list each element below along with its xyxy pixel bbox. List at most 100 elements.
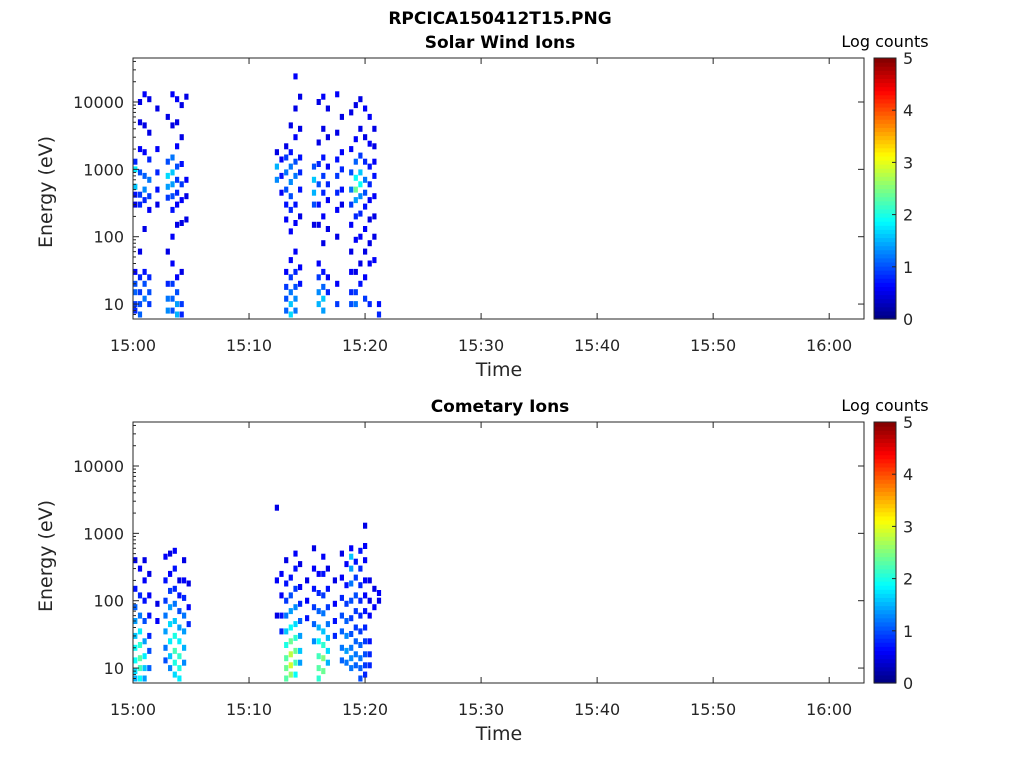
spectrogram-cell: [358, 665, 363, 672]
spectrogram-cell: [288, 122, 293, 129]
solar-wind-colorbar-label: Log counts: [841, 32, 928, 51]
spectrogram-cell: [305, 615, 310, 622]
spectrogram-cell: [358, 675, 363, 682]
colorbar-segment: [874, 621, 896, 627]
colorbar-segment: [874, 666, 896, 672]
spectrogram-cell: [137, 655, 143, 662]
spectrogram-cell: [293, 565, 298, 572]
colorbar-segment: [874, 237, 896, 243]
spectrogram-cell: [367, 140, 372, 147]
spectrogram-cell: [358, 193, 363, 200]
colorbar-tick-label: 3: [903, 153, 913, 172]
colorbar-segment: [874, 135, 896, 141]
spectrogram-cell: [353, 651, 358, 658]
spectrogram-cell: [170, 122, 175, 129]
colorbar-segment: [874, 196, 896, 202]
spectrogram-cell: [163, 553, 168, 560]
spectrogram-cell: [288, 274, 293, 281]
spectrogram-cell: [358, 169, 363, 176]
cometary-spectrogram: [133, 504, 382, 682]
x-tick-label: 15:00: [110, 700, 156, 719]
spectrogram-cell: [358, 210, 363, 217]
spectrogram-cell: [311, 565, 317, 572]
colorbar-segment: [874, 483, 896, 488]
spectrogram-cell: [284, 295, 289, 302]
colorbar-segment: [874, 314, 896, 320]
spectrogram-cell: [165, 307, 170, 314]
spectrogram-cell: [358, 280, 363, 287]
spectrogram-cell: [349, 597, 354, 604]
spectrogram-cell: [353, 662, 358, 669]
spectrogram-cell: [321, 553, 326, 560]
spectrogram-cell: [325, 289, 330, 296]
colorbar-frame: [873, 57, 897, 320]
colorbar-segment: [874, 442, 896, 448]
colorbar-segment: [874, 143, 896, 149]
spectrogram-cell: [367, 651, 372, 658]
spectrogram-cell: [321, 172, 326, 179]
colorbar-segment: [874, 625, 896, 631]
colorbar-segment: [874, 450, 896, 456]
spectrogram-cell: [293, 158, 298, 165]
spectrogram-cell: [182, 612, 187, 619]
cometary-colorbar: 0 1 2 3 4 5: [873, 413, 913, 693]
spectrogram-cell: [137, 274, 143, 281]
spectrogram-cell: [155, 600, 160, 607]
spectrogram-cell: [133, 183, 138, 190]
spectrogram-cell: [349, 580, 354, 587]
spectrogram-cell: [175, 119, 180, 126]
spectrogram-cell: [274, 163, 279, 170]
spectrogram-cell: [142, 122, 147, 129]
spectrogram-cell: [298, 93, 303, 100]
spectrogram-cell: [172, 632, 177, 639]
spectrogram-cell: [288, 624, 293, 631]
spectrogram-cell: [137, 99, 143, 105]
spectrogram-cell: [353, 268, 358, 275]
spectrogram-cell: [293, 621, 298, 628]
spectrogram-cell: [335, 172, 340, 179]
spectrogram-cell: [147, 96, 152, 103]
spectrogram-cell: [372, 233, 377, 240]
spectrogram-cell: [353, 158, 358, 165]
spectrogram-cell: [321, 268, 326, 275]
solar-wind-ylabel: Energy (eV): [35, 136, 57, 248]
colorbar-segment: [874, 678, 896, 684]
spectrogram-cell: [147, 647, 152, 654]
colorbar-segment: [874, 86, 896, 92]
spectrogram-cell: [293, 295, 298, 302]
spectrogram-cell: [155, 169, 160, 176]
spectrogram-cell: [284, 675, 289, 682]
spectrogram-cell: [311, 604, 317, 611]
spectrogram-cell: [339, 550, 344, 557]
spectrogram-cell: [353, 174, 358, 181]
cometary-plot-area: [133, 422, 864, 683]
colorbar-segment: [874, 82, 896, 88]
spectrogram-cell: [372, 213, 377, 220]
y-tick-label: 10000: [73, 457, 124, 476]
colorbar-segment: [874, 556, 896, 562]
spectrogram-cell: [353, 574, 358, 581]
spectrogram-cell: [293, 105, 298, 112]
spectrogram-cell: [363, 638, 368, 645]
spectrogram-cell: [316, 301, 321, 308]
spectrogram-cell: [284, 628, 289, 635]
spectrogram-cell: [182, 594, 187, 601]
spectrogram-cell: [349, 248, 354, 255]
y-tick-label: 1000: [83, 524, 124, 543]
colorbar-segment: [874, 438, 896, 443]
x-tick-label: 15:30: [458, 700, 504, 719]
spectrogram-cell: [321, 189, 326, 196]
spectrogram-cell: [137, 146, 143, 153]
spectrogram-cell: [179, 102, 184, 109]
spectrogram-cell: [170, 260, 175, 267]
colorbar-segment: [874, 106, 896, 112]
spectrogram-cell: [316, 201, 321, 208]
spectrogram-cell: [175, 189, 180, 196]
colorbar-segment: [874, 241, 896, 247]
solar-wind-y-axis: 10 100 1000 10000: [73, 60, 864, 320]
spectrogram-cell: [184, 176, 189, 183]
spectrogram-cell: [325, 585, 330, 592]
spectrogram-cell: [367, 301, 372, 308]
spectrogram-cell: [358, 181, 363, 188]
